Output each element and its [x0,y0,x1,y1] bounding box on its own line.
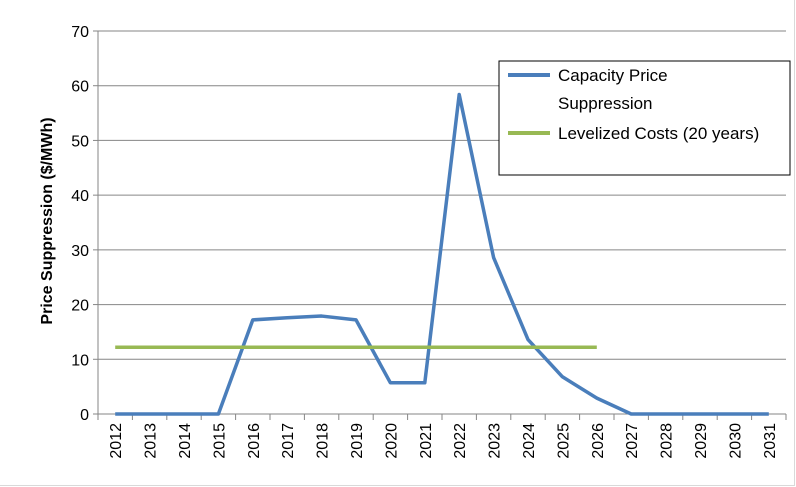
x-tick-label: 2018 [315,423,332,459]
x-tick-label: 2015 [211,423,228,459]
legend-box [498,60,791,176]
x-tick-label: 2016 [246,423,263,459]
x-tick-label: 2026 [590,423,607,459]
y-tick-label: 0 [80,407,89,424]
y-tick-labels: 0 10 20 30 40 50 60 70 [71,24,89,424]
x-tick-label: 2029 [693,423,710,459]
x-tick-label: 2028 [659,423,676,459]
y-tick-label: 70 [71,24,89,41]
series-line-capacity-price-suppression [115,92,769,416]
y-tick-label: 30 [71,243,89,260]
series-lines [115,92,769,416]
x-tick-label: 2030 [727,423,744,459]
x-tick-labels: 2012 2013 2014 2015 2016 2017 2018 2019 2020 2021… [108,423,779,459]
x-tick-label: 2024 [521,423,538,459]
x-tick-label: 2027 [624,423,641,459]
legend-label-levelized-costs: Levelized Costs (20 years) [558,124,759,143]
y-tick-label: 40 [71,188,89,205]
y-tick-label: 10 [71,352,89,369]
x-tick-label: 2025 [555,423,572,459]
y-tick-label: 20 [71,298,89,315]
x-tick-label: 2022 [452,423,469,459]
legend-label-capacity-price-suppression-line2: Suppression [558,94,653,113]
y-tick-label: 50 [71,133,89,150]
x-tick-label: 2019 [349,423,366,459]
x-tick-label: 2014 [177,423,194,459]
x-tick-label: 2017 [280,423,297,459]
x-tick-label: 2021 [418,423,435,459]
x-tick-label: 2023 [487,423,504,459]
legend-label-capacity-price-suppression-line1: Capacity Price [558,66,668,85]
y-tick-label: 60 [71,79,89,96]
legend: Capacity Price Suppression Levelized Cos… [498,60,791,176]
x-tick-label: 2031 [762,423,779,459]
x-tick-label: 2013 [143,423,160,459]
x-tick-label: 2012 [108,423,125,459]
x-tick-label: 2020 [383,423,400,459]
y-axis-label: Price Suppression ($/MWh) [39,117,56,324]
